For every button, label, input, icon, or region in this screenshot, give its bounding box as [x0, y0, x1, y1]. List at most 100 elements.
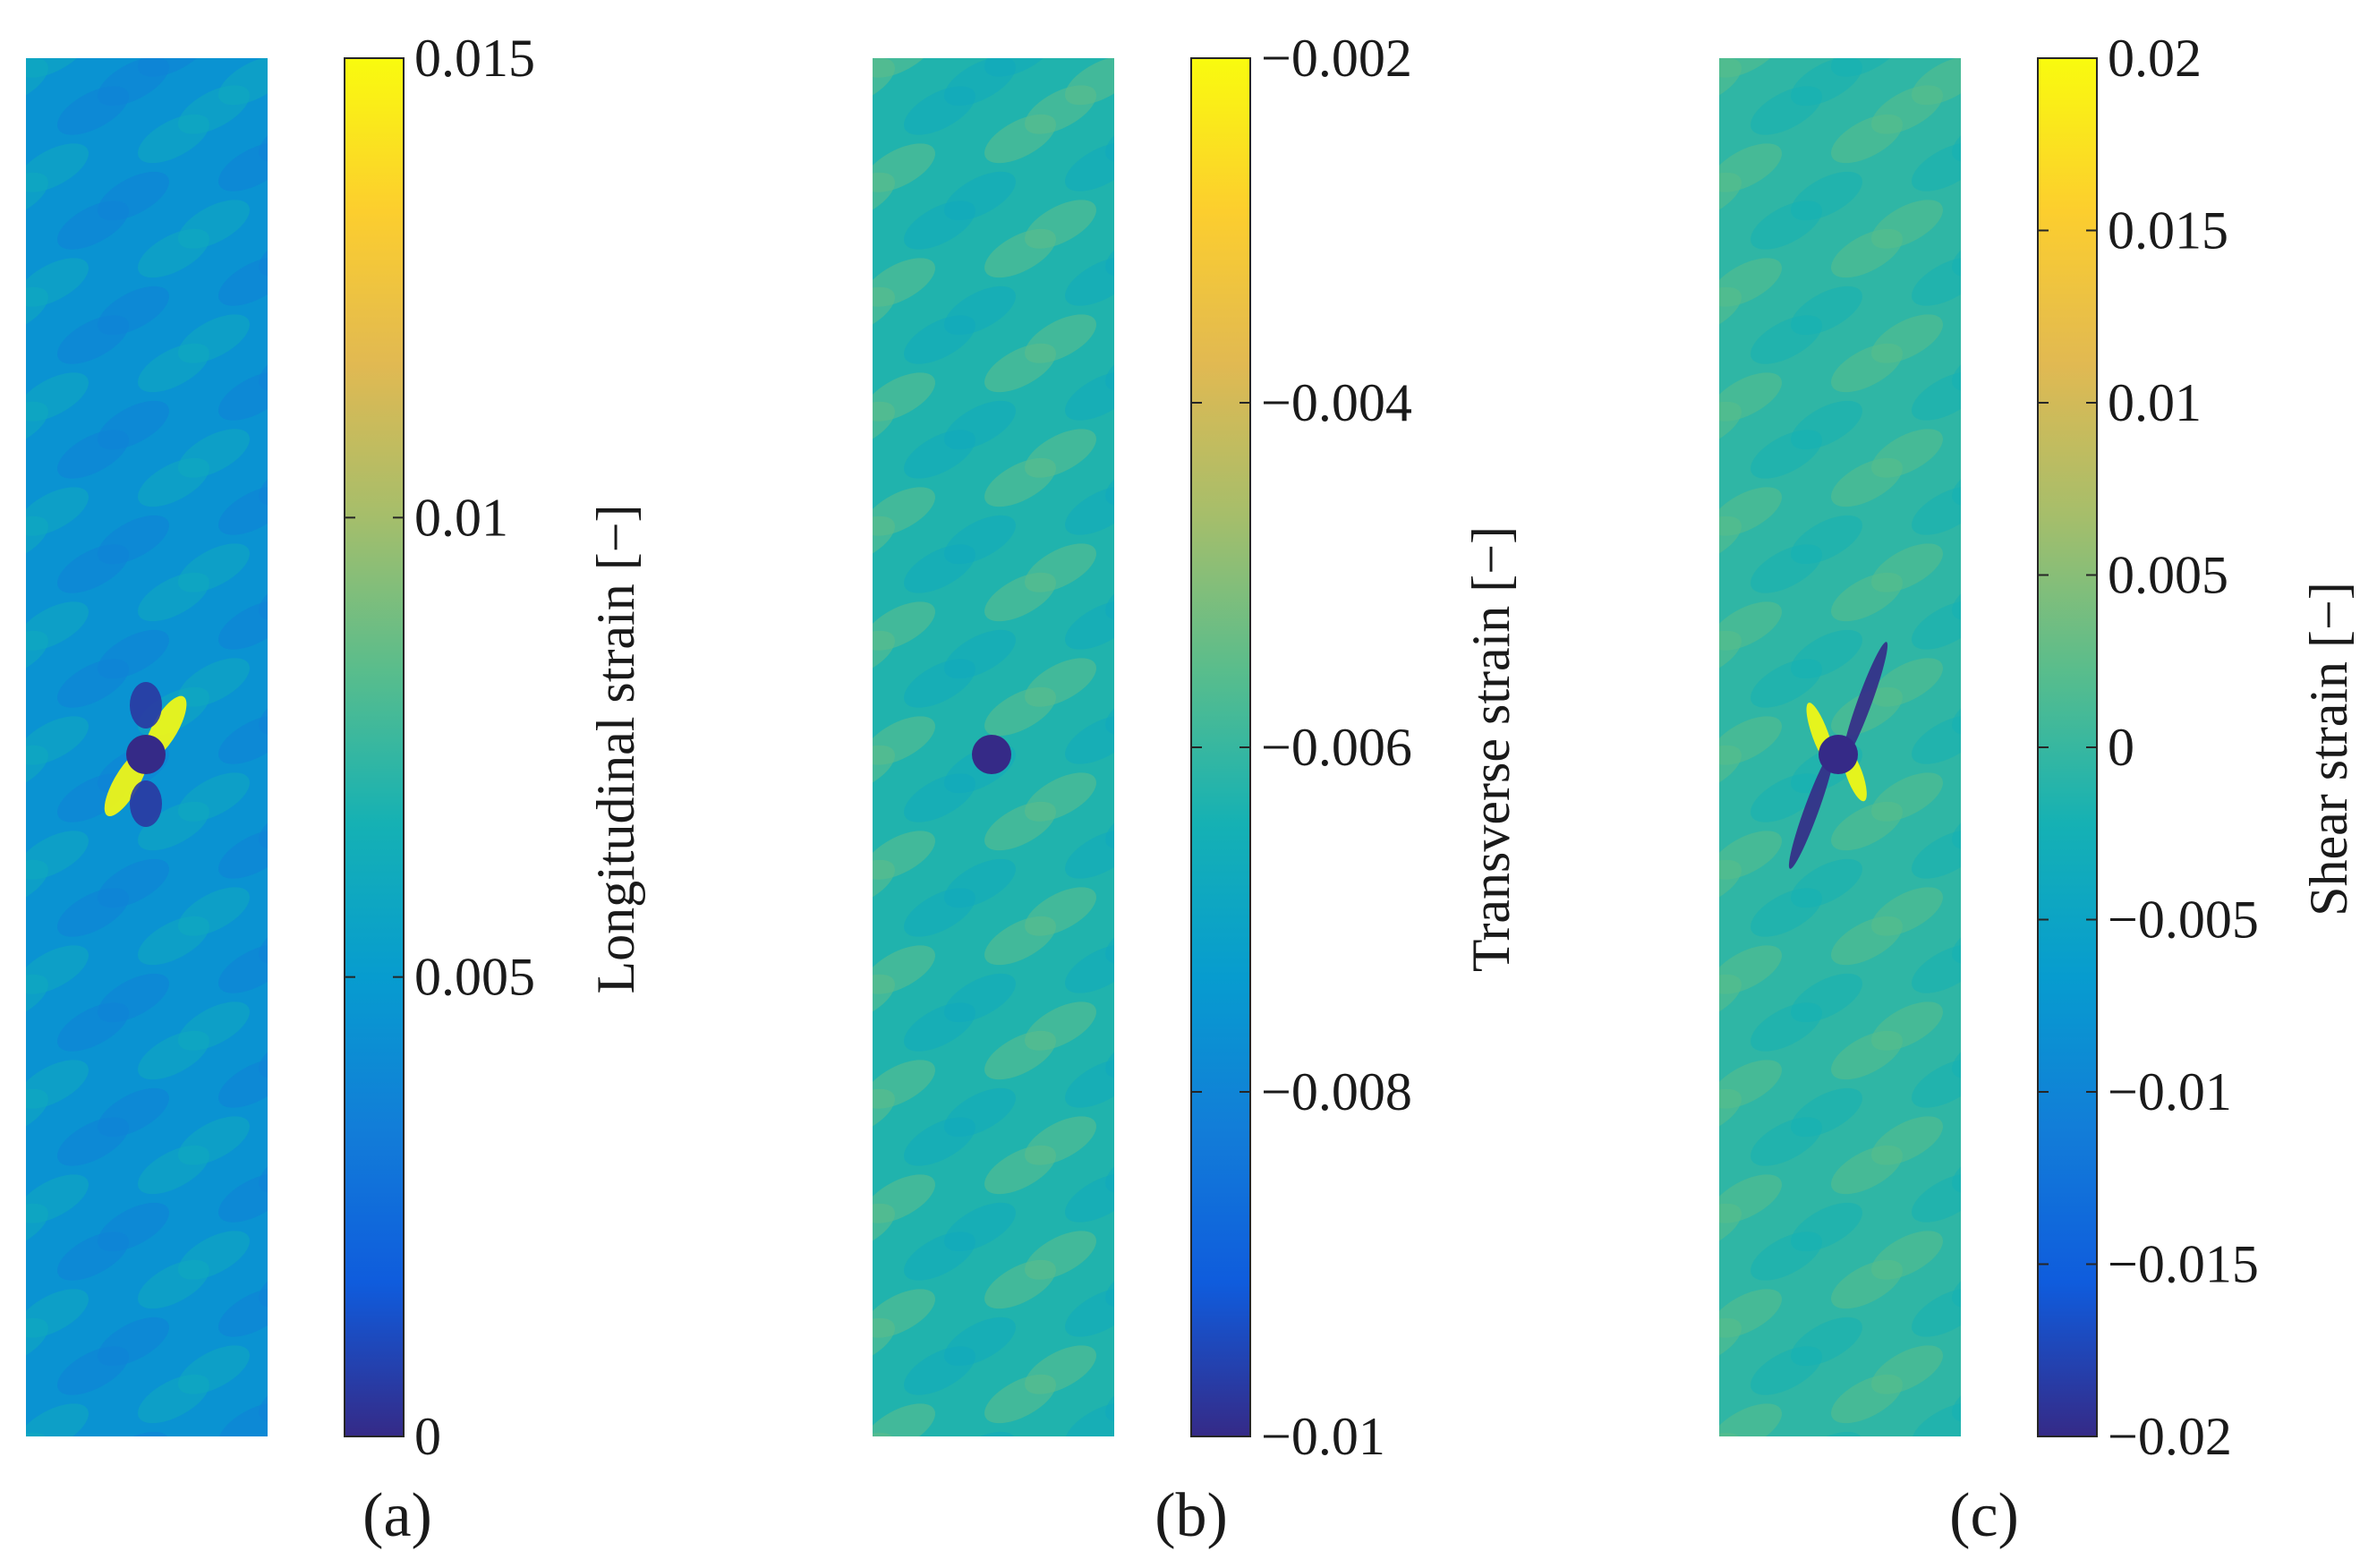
texture-patch	[1719, 286, 1742, 337]
texture-patch	[904, 1117, 976, 1166]
texture-patch	[873, 516, 895, 566]
colorbar-tick-label: 0.015	[2108, 201, 2228, 260]
texture-patch	[138, 228, 209, 278]
colorbar-tick-label: −0.015	[2108, 1235, 2259, 1294]
texture-patch	[1912, 944, 1961, 993]
colorbar-tick-label: −0.008	[1261, 1062, 1412, 1121]
texture-patch	[26, 974, 48, 1024]
texture-patch	[1912, 257, 1961, 306]
colorbar-tick-label: 0.01	[2108, 373, 2202, 432]
texture-patch	[904, 888, 976, 937]
texture-patch	[0, 335, 15, 404]
texture-patch	[218, 1173, 268, 1223]
texture-patch	[57, 1346, 129, 1395]
texture-patch	[1065, 715, 1114, 764]
texture-patch	[873, 974, 895, 1024]
texture-patch	[1065, 1059, 1114, 1108]
texture-patch	[1719, 974, 1742, 1024]
texture-patch	[904, 544, 976, 593]
texture-patch	[138, 1145, 209, 1195]
texture-patch	[26, 286, 48, 337]
texture-patch	[1831, 457, 1903, 507]
texture-patch	[873, 1088, 895, 1138]
texture-patch	[1912, 715, 1961, 764]
texture-patch	[984, 801, 1056, 851]
texture-patch	[1065, 830, 1114, 879]
texture-patch	[218, 371, 268, 421]
texture-patch	[776, 0, 862, 59]
texture-patch	[26, 1403, 89, 1436]
texture-patch	[873, 745, 895, 795]
panel-b: −0.01 −0.008 −0.006 −0.004 −0.002 Transverse…	[776, 0, 1521, 1550]
texture-patch	[26, 516, 48, 566]
texture-patch	[218, 142, 268, 192]
panel-c: −0.02 −0.015 −0.01 −0.005 0 0.005 0.01 0.015 0.0…	[1623, 29, 2358, 1550]
colorbar-tick-label: 0.005	[414, 948, 535, 1007]
colorbar-tick-label: −0.004	[1261, 373, 1412, 432]
texture-patch	[218, 944, 268, 993]
texture-patch	[1831, 801, 1903, 851]
texture-patch	[218, 1402, 268, 1436]
texture-patch	[26, 401, 48, 451]
texture-patch	[776, 335, 862, 404]
texture-patch	[1623, 106, 1708, 175]
texture-patch	[57, 1117, 129, 1166]
texture-patch	[0, 0, 15, 59]
texture-patch	[251, 1479, 337, 1547]
colorbar-tick-label: −0.01	[2108, 1062, 2232, 1121]
texture-patch	[0, 908, 15, 976]
texture-patch	[1719, 1203, 1742, 1253]
colorbar-label-shear: Shear strain [−]	[2299, 582, 2358, 916]
texture-patch	[1719, 1088, 1742, 1138]
texture-patch	[904, 773, 976, 822]
texture-patch	[816, 0, 902, 30]
texture-patch	[26, 1203, 48, 1253]
texture-patch	[977, 1479, 1063, 1548]
texture-patch	[1065, 486, 1114, 535]
texture-patch	[776, 449, 862, 518]
texture-patch	[873, 1317, 895, 1368]
texture-patch	[57, 888, 129, 937]
texture-patch	[1751, 544, 1822, 593]
lowstrain-upper-right	[1842, 642, 1888, 760]
texture-patch	[0, 1137, 15, 1206]
texture-patch	[984, 457, 1056, 507]
texture-patch	[57, 430, 129, 479]
texture-patch	[0, 1022, 15, 1091]
texture-patch	[0, 106, 15, 175]
texture-patch	[904, 1231, 976, 1281]
texture-patch	[57, 200, 129, 250]
texture-patch	[904, 430, 976, 479]
texture-patch	[57, 315, 129, 364]
texture-patch	[218, 1059, 268, 1108]
texture-patch	[1912, 1173, 1961, 1223]
texture-patch	[776, 678, 862, 747]
texture-patch	[897, 0, 983, 58]
texture-patch	[50, 1451, 136, 1520]
texture-patch	[1864, 1450, 1950, 1519]
texture-patch	[0, 220, 15, 289]
texture-patch	[904, 200, 976, 250]
texture-patch	[1751, 888, 1822, 937]
colorbar-tick-label: −0.02	[2108, 1407, 2232, 1466]
texture-patch	[1751, 773, 1822, 822]
texture-patch	[1623, 1251, 1708, 1320]
texture-patch	[26, 859, 48, 909]
texture-patch	[984, 228, 1056, 278]
panel-label-c: (c)	[1949, 1481, 2019, 1550]
colorbar-tick-label: −0.01	[1261, 1407, 1385, 1466]
texture-patch	[1719, 859, 1742, 909]
texture-patch	[1065, 257, 1114, 306]
texture-patch	[873, 1203, 895, 1253]
texture-patch	[904, 1346, 976, 1395]
texture-patch	[138, 1030, 209, 1080]
texture-patch	[1831, 228, 1903, 278]
lowstrain-lower-left	[1788, 751, 1835, 869]
texture-patch	[138, 1259, 209, 1309]
texture-patch	[1912, 601, 1961, 650]
texture-patch	[1831, 1145, 1903, 1195]
texture-patch	[1065, 1288, 1114, 1337]
colorbar-tick-label: 0	[2108, 718, 2134, 777]
texture-patch	[1912, 1288, 1961, 1337]
texture-patch	[57, 544, 129, 593]
